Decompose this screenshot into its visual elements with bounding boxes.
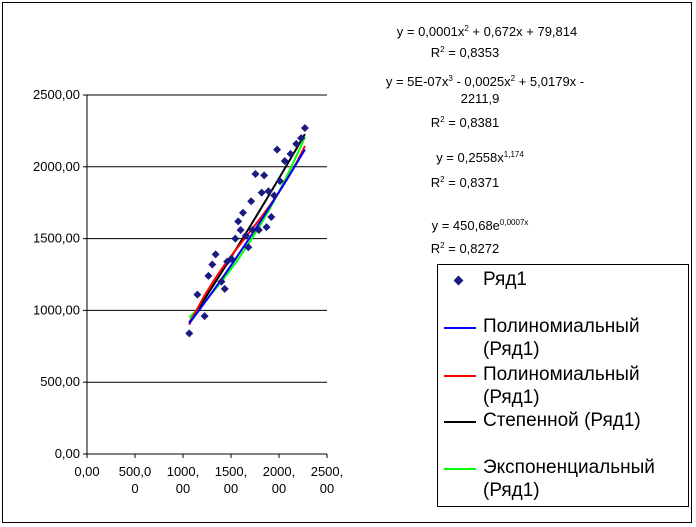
data-point (275, 177, 284, 186)
data-point (200, 312, 209, 321)
data-point (248, 225, 257, 234)
data-point (185, 329, 194, 338)
data-point (239, 208, 247, 217)
poly2-equation: y = 0,0001x2 + 0,672x + 79,814 (396, 24, 578, 39)
data-point (280, 157, 289, 166)
data-point (236, 225, 245, 234)
data-point (234, 217, 243, 226)
y-tick-label: 1500,00 (33, 231, 80, 246)
data-point (262, 223, 271, 232)
data-point (300, 124, 309, 133)
chart-legend: Ряд1 Полиномиальный (Ряд1) Полиномиальны… (437, 264, 689, 507)
data-point (247, 197, 256, 206)
legend-label-poly2: Полиномиальный (Ряд1) (483, 316, 640, 360)
data-point (254, 225, 263, 234)
poly3-r-squared: R2 = 0,8381 (430, 115, 500, 130)
legend-label-series: Ряд1 (483, 269, 527, 290)
data-point (217, 277, 226, 286)
data-point (270, 191, 279, 200)
x-tick-label: 00 (320, 481, 334, 496)
data-point (211, 250, 220, 259)
y-tick-label: 2500,00 (33, 87, 80, 102)
legend-label-exp: Экспоненциальный (Ряд1) (483, 457, 655, 501)
blue-line-icon (444, 327, 476, 329)
x-tick-label: 500,0 (119, 464, 152, 479)
data-point (297, 134, 306, 143)
data-point (227, 254, 236, 263)
legend-label-poly3: Полиномиальный (Ряд1) (483, 364, 640, 408)
x-tick-label: 00 (224, 481, 238, 496)
data-point (241, 231, 250, 240)
y-tick-label: 2000,00 (33, 159, 80, 174)
y-tick-label: 1000,00 (33, 302, 80, 317)
data-point (264, 187, 273, 196)
data-point (292, 139, 301, 148)
data-point (231, 234, 240, 243)
data-point (267, 213, 276, 222)
x-tick-label: 0 (131, 481, 138, 496)
data-point (251, 169, 260, 178)
x-tick-label: 00 (176, 481, 190, 496)
y-tick-label: 0,00 (55, 446, 80, 461)
data-point (208, 260, 217, 269)
diamond-marker-icon (453, 275, 464, 286)
poly2-r-squared: R2 = 0,8353 (430, 45, 500, 60)
green-line-icon (444, 468, 476, 470)
trendline-power (188, 133, 306, 323)
data-point (244, 243, 253, 252)
data-point (204, 271, 213, 280)
trendline-poly2 (188, 148, 306, 325)
legend-label-power: Степенной (Ряд1) (483, 410, 641, 431)
x-tick-label: 00 (272, 481, 286, 496)
x-tick-label: 2000, (263, 464, 296, 479)
data-point (193, 290, 202, 299)
x-tick-label: 1500, (215, 464, 248, 479)
y-tick-label: 500,00 (40, 374, 80, 389)
red-line-icon (444, 375, 476, 377)
exp-r-squared: R2 = 0,8272 (430, 241, 500, 256)
data-point (220, 284, 229, 293)
exp-equation: y = 450,68e0,0007x (431, 218, 529, 233)
power-equation: y = 0,2558x1,174 (436, 150, 524, 165)
x-tick-label: 2500, (311, 464, 344, 479)
poly3-equation: y = 5E-07x3 - 0,0025x2 + 5,0179x - (385, 74, 585, 89)
data-point (273, 145, 282, 154)
x-tick-label: 1000, (167, 464, 200, 479)
black-line-icon (444, 421, 476, 423)
poly3-equation-continued: 2211,9 (460, 91, 500, 106)
power-r-squared: R2 = 0,8371 (430, 175, 500, 190)
data-point (286, 149, 295, 158)
data-point (260, 171, 269, 180)
data-point (257, 188, 266, 197)
x-tick-label: 0,00 (74, 464, 99, 479)
